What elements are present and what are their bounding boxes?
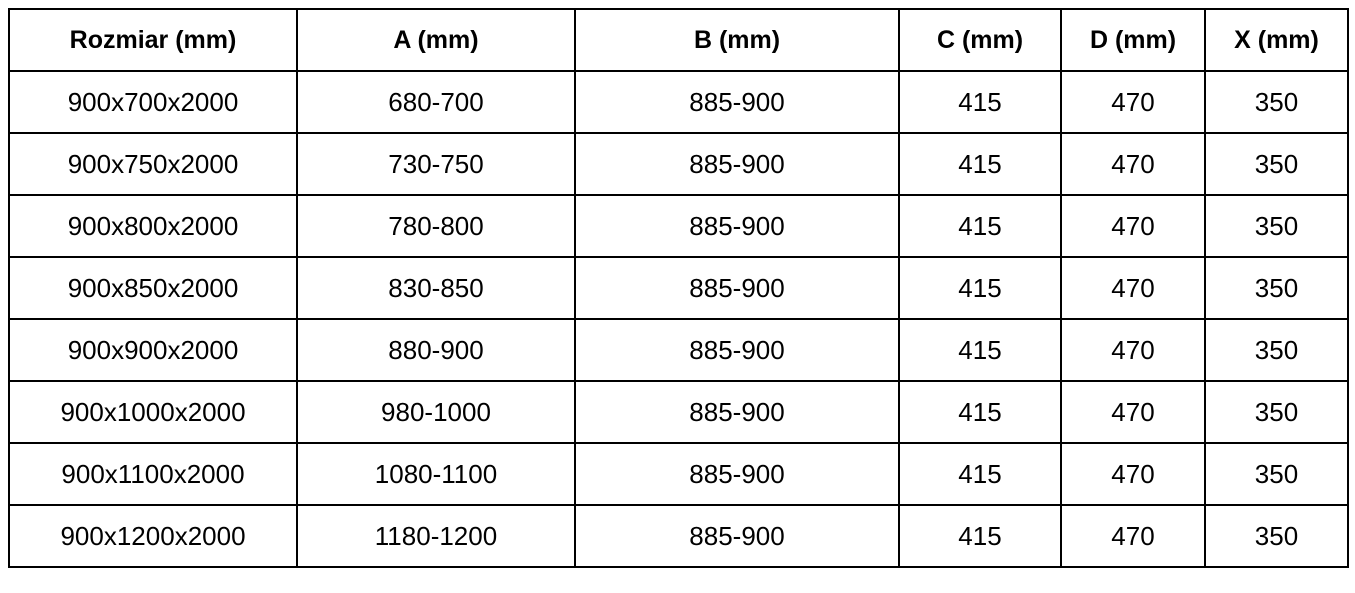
table-cell: 470: [1060, 70, 1206, 134]
table-row: 900x800x2000 780-800 885-900 415 470 350: [8, 194, 1349, 258]
table-cell: 680-700: [296, 70, 576, 134]
table-cell: 350: [1204, 380, 1349, 444]
table-cell: 415: [898, 504, 1062, 568]
table-cell: 885-900: [574, 194, 900, 258]
table-cell: 900x900x2000: [8, 318, 298, 382]
table-cell: 350: [1204, 442, 1349, 506]
table-cell: 415: [898, 256, 1062, 320]
table-cell: 900x850x2000: [8, 256, 298, 320]
table-cell: 350: [1204, 194, 1349, 258]
table-cell: 900x700x2000: [8, 70, 298, 134]
table-row: 900x1000x2000 980-1000 885-900 415 470 350: [8, 380, 1349, 444]
table-row: 900x850x2000 830-850 885-900 415 470 350: [8, 256, 1349, 320]
table-cell: 350: [1204, 318, 1349, 382]
column-header: A (mm): [296, 8, 576, 72]
table-cell: 350: [1204, 70, 1349, 134]
table-cell: 885-900: [574, 132, 900, 196]
table-cell: 730-750: [296, 132, 576, 196]
table-cell: 470: [1060, 380, 1206, 444]
table-cell: 900x750x2000: [8, 132, 298, 196]
table-cell: 415: [898, 194, 1062, 258]
table-row: 900x700x2000 680-700 885-900 415 470 350: [8, 70, 1349, 134]
column-header: B (mm): [574, 8, 900, 72]
column-header: X (mm): [1204, 8, 1349, 72]
table-cell: 885-900: [574, 70, 900, 134]
dimensions-table: Rozmiar (mm) A (mm) B (mm) C (mm) D (mm) X (m…: [8, 8, 1349, 568]
column-header: D (mm): [1060, 8, 1206, 72]
table-cell: 470: [1060, 132, 1206, 196]
table-cell: 1080-1100: [296, 442, 576, 506]
header-row: Rozmiar (mm) A (mm) B (mm) C (mm) D (mm) X (m…: [8, 8, 1349, 72]
table-cell: 470: [1060, 318, 1206, 382]
table-cell: 1180-1200: [296, 504, 576, 568]
table-cell: 885-900: [574, 442, 900, 506]
table-cell: 880-900: [296, 318, 576, 382]
table-cell: 830-850: [296, 256, 576, 320]
table-cell: 470: [1060, 504, 1206, 568]
table-cell: 415: [898, 318, 1062, 382]
table-cell: 415: [898, 132, 1062, 196]
table-cell: 885-900: [574, 380, 900, 444]
table-cell: 980-1000: [296, 380, 576, 444]
table-cell: 415: [898, 442, 1062, 506]
table-cell: 900x1000x2000: [8, 380, 298, 444]
table-cell: 415: [898, 380, 1062, 444]
column-header: Rozmiar (mm): [8, 8, 298, 72]
table-cell: 350: [1204, 256, 1349, 320]
table-cell: 900x800x2000: [8, 194, 298, 258]
table-cell: 350: [1204, 504, 1349, 568]
column-header: C (mm): [898, 8, 1062, 72]
table-cell: 415: [898, 70, 1062, 134]
table-cell: 900x1100x2000: [8, 442, 298, 506]
table-cell: 885-900: [574, 504, 900, 568]
table-cell: 780-800: [296, 194, 576, 258]
table-row: 900x1100x2000 1080-1100 885-900 415 470 350: [8, 442, 1349, 506]
table-cell: 470: [1060, 442, 1206, 506]
table-cell: 885-900: [574, 318, 900, 382]
table-cell: 900x1200x2000: [8, 504, 298, 568]
table-row: 900x1200x2000 1180-1200 885-900 415 470 350: [8, 504, 1349, 568]
table-cell: 470: [1060, 256, 1206, 320]
table-cell: 350: [1204, 132, 1349, 196]
table-row: 900x900x2000 880-900 885-900 415 470 350: [8, 318, 1349, 382]
table-cell: 470: [1060, 194, 1206, 258]
table-cell: 885-900: [574, 256, 900, 320]
table-row: 900x750x2000 730-750 885-900 415 470 350: [8, 132, 1349, 196]
